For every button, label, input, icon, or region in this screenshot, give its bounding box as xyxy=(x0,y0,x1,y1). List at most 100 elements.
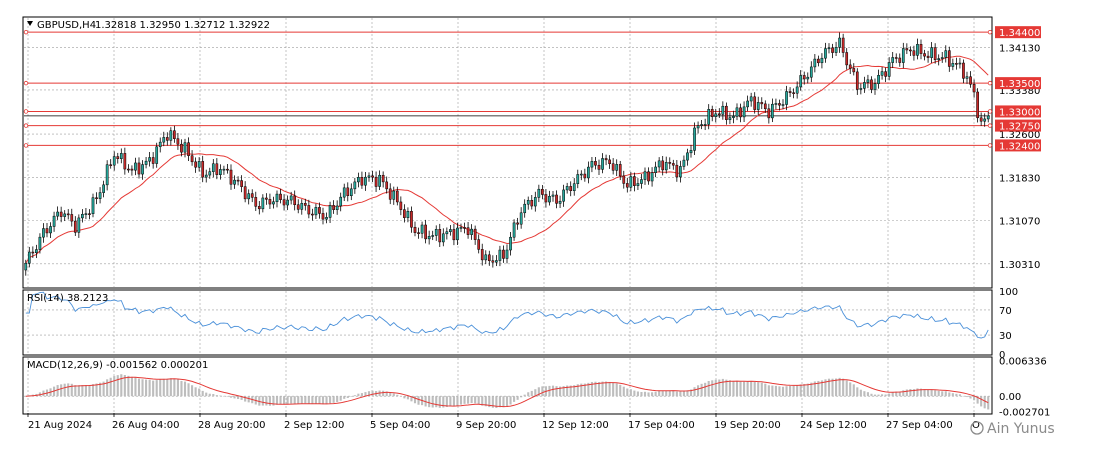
watermark-text: Ain Yunus xyxy=(987,421,1055,437)
candle xyxy=(505,249,509,259)
time-tick-label: 27 Sep 04:00 xyxy=(886,420,953,431)
macd-bar xyxy=(99,382,102,397)
candle xyxy=(374,176,378,187)
candle xyxy=(919,44,923,54)
candle xyxy=(565,186,569,191)
candle xyxy=(746,100,749,108)
candle xyxy=(318,207,321,214)
candle xyxy=(155,146,159,164)
macd-bar xyxy=(831,378,834,397)
candle xyxy=(788,91,792,93)
candle xyxy=(650,172,654,182)
candle xyxy=(604,158,608,161)
macd-bar xyxy=(810,382,813,397)
macd-bar xyxy=(661,391,664,397)
candle xyxy=(583,173,587,179)
candle xyxy=(438,229,442,243)
candle xyxy=(778,103,781,106)
macd-bar xyxy=(658,390,661,397)
candle xyxy=(102,184,105,193)
macd-bar xyxy=(470,396,473,404)
candle xyxy=(45,228,49,234)
macd-bar xyxy=(130,376,133,397)
candle xyxy=(473,228,477,240)
candle xyxy=(434,229,438,236)
candle xyxy=(944,50,948,58)
time-tick-label: 17 Sep 04:00 xyxy=(628,420,695,431)
price-tick-label: 1.30310 xyxy=(999,260,1040,271)
macd-bar xyxy=(958,394,961,397)
macd-bar xyxy=(88,385,91,397)
macd-bar xyxy=(127,375,130,397)
candle xyxy=(321,213,325,220)
candle xyxy=(972,84,976,93)
macd-bar xyxy=(654,391,657,397)
macd-bar xyxy=(516,396,519,400)
candle xyxy=(880,71,884,76)
macd-bar xyxy=(895,391,898,397)
candle xyxy=(91,197,95,214)
level-anchor xyxy=(23,29,29,35)
candle xyxy=(229,169,233,185)
level-anchor xyxy=(987,109,993,114)
time-tick-label: 9 Sep 20:00 xyxy=(456,420,516,431)
macd-bar xyxy=(74,385,77,397)
macd-bar xyxy=(42,390,45,397)
macd-bar xyxy=(849,382,852,397)
candle xyxy=(555,194,558,204)
candle xyxy=(459,227,463,229)
candle xyxy=(410,211,413,228)
collapse-triangle-icon[interactable] xyxy=(27,21,33,26)
candle xyxy=(346,187,350,196)
macd-bar xyxy=(403,396,406,399)
candle xyxy=(587,166,590,179)
macd-bar xyxy=(336,396,339,403)
candle xyxy=(360,177,364,186)
candle xyxy=(526,200,530,205)
candle xyxy=(112,156,116,166)
candle xyxy=(668,162,672,164)
candle xyxy=(969,76,972,85)
candle xyxy=(109,164,113,166)
macd-bar xyxy=(247,396,250,403)
candle xyxy=(158,141,162,148)
macd-bar xyxy=(983,396,986,409)
candle xyxy=(625,183,629,188)
macd-bar xyxy=(513,396,516,402)
candle xyxy=(774,103,778,105)
candle xyxy=(98,192,102,199)
candle xyxy=(289,195,293,201)
candle xyxy=(696,125,700,129)
candle xyxy=(66,213,70,216)
macd-bar xyxy=(555,386,558,397)
candle xyxy=(707,109,711,125)
macd-bar xyxy=(123,375,126,397)
macd-bar xyxy=(636,391,639,397)
macd-bar xyxy=(244,396,247,402)
macd-bar xyxy=(314,396,317,404)
candle xyxy=(134,162,137,171)
candle xyxy=(689,150,693,154)
candle xyxy=(261,197,265,210)
macd-histogram xyxy=(24,374,990,410)
candle xyxy=(431,235,435,237)
macd-bar xyxy=(576,384,579,397)
macd-bar xyxy=(180,380,183,397)
candle xyxy=(339,196,343,207)
macd-bar xyxy=(145,379,148,397)
macd-bar xyxy=(859,389,862,397)
candle xyxy=(717,113,721,116)
time-axis: 21 Aug 2024 26 Aug 04:00 28 Aug 20:00 2 Sep… xyxy=(27,413,980,431)
candle xyxy=(141,164,144,175)
candle xyxy=(127,168,130,171)
price-tick-label: 1.33380 xyxy=(999,86,1040,97)
candle xyxy=(63,213,67,217)
candle xyxy=(523,203,527,214)
macd-bar xyxy=(413,396,417,404)
candle xyxy=(930,47,933,58)
macd-bar xyxy=(866,392,869,397)
candle xyxy=(420,224,424,234)
macd-bar xyxy=(367,391,371,397)
macd-bar xyxy=(102,381,105,397)
candle xyxy=(463,227,466,229)
